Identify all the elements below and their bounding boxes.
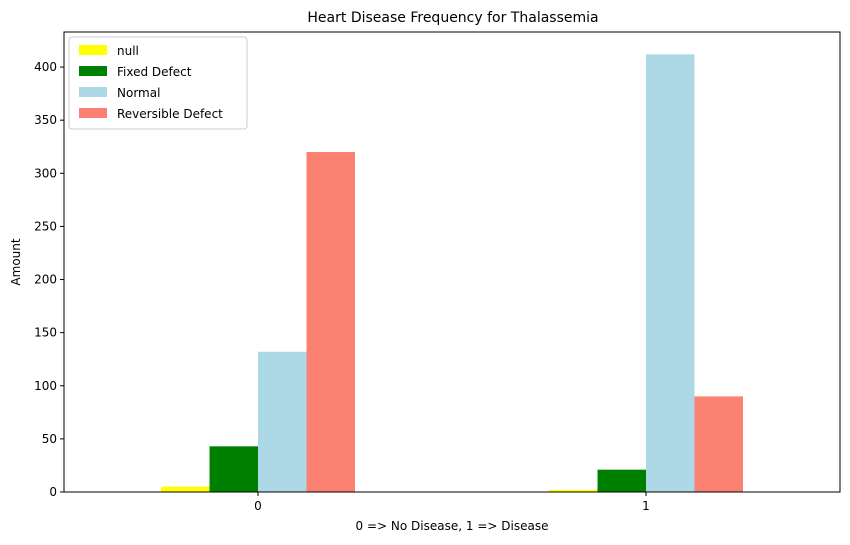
y-tick-label: 400 [34, 60, 57, 74]
y-tick-label: 200 [34, 273, 57, 287]
y-tick-label: 350 [34, 113, 57, 127]
legend-swatch [79, 45, 107, 55]
legend-swatch [79, 66, 107, 76]
bar [209, 446, 258, 492]
chart-title: Heart Disease Frequency for Thalassemia [307, 10, 598, 26]
bar [161, 486, 210, 492]
y-tick-label: 50 [42, 432, 57, 446]
y-tick-label: 0 [49, 485, 57, 499]
x-tick-label: 1 [642, 499, 650, 513]
legend: null Fixed Defect Normal Reversible Defect [68, 36, 248, 130]
y-tick-label: 150 [34, 326, 57, 340]
bar [306, 152, 355, 492]
y-tick-label: 250 [34, 219, 57, 233]
plot-area-frame [63, 31, 841, 493]
bar [258, 351, 307, 492]
legend-label: Reversible Defect [117, 107, 223, 121]
legend-swatch [79, 87, 107, 97]
bar [694, 396, 743, 492]
bar [646, 54, 695, 492]
x-tick-label: 0 [254, 499, 262, 513]
y-tick-label: 100 [34, 379, 57, 393]
bar [549, 489, 598, 492]
y-axis: 0 50 100 150 200 250 300 350 400 [34, 60, 64, 499]
legend-box [68, 36, 248, 130]
legend-swatch [79, 108, 107, 118]
bar-series [161, 54, 743, 492]
y-tick-label: 300 [34, 166, 57, 180]
y-axis-label: Amount [9, 238, 23, 285]
legend-label: null [117, 44, 139, 58]
bar [597, 469, 646, 492]
legend-label: Fixed Defect [117, 65, 192, 79]
legend-label: Normal [117, 86, 160, 100]
x-axis-label: 0 => No Disease, 1 => Disease [356, 519, 549, 533]
